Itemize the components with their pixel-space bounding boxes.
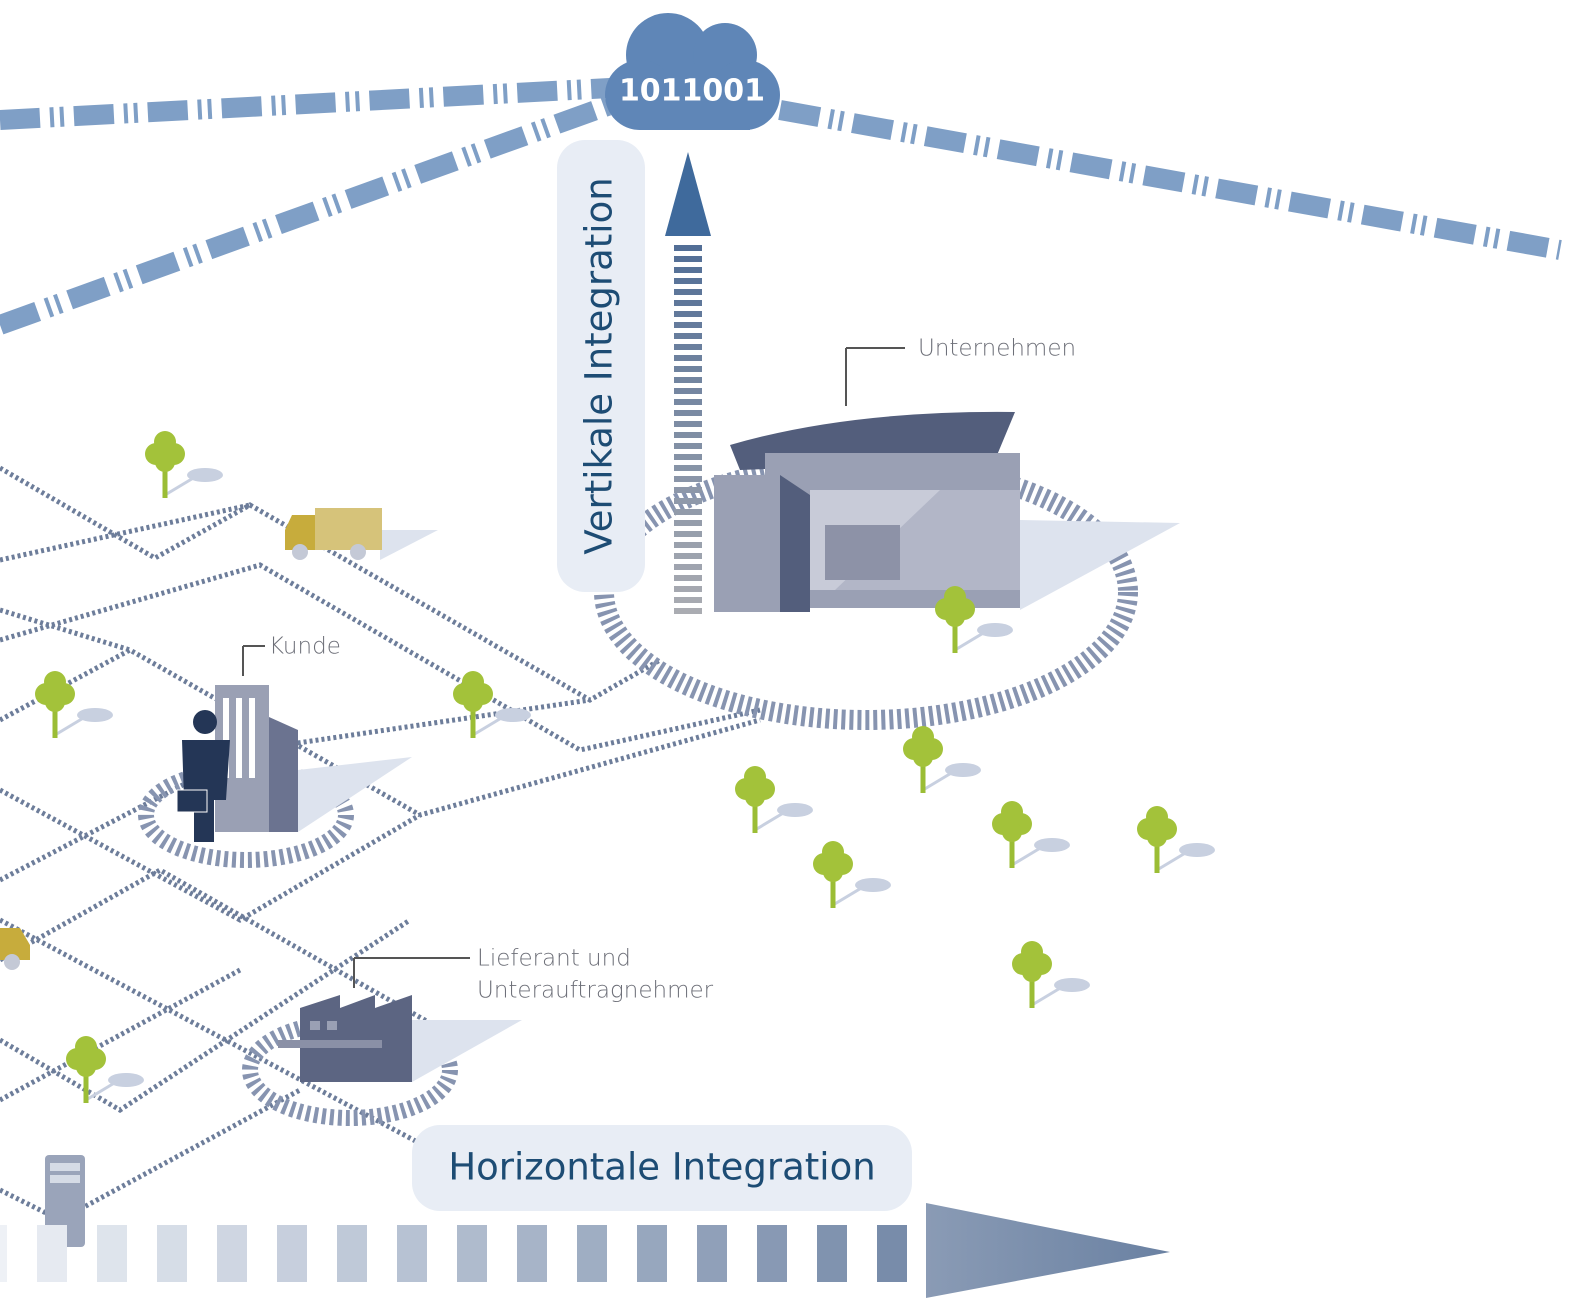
vertical-dash	[674, 344, 702, 350]
tree-shadow	[923, 772, 953, 790]
bar-segment	[157, 1225, 187, 1282]
vertical-dash	[674, 586, 702, 592]
bar-segment	[637, 1225, 667, 1282]
bar-segment	[337, 1225, 367, 1282]
tree-shadow	[1032, 987, 1062, 1005]
vertical-dash	[674, 289, 702, 295]
bar-segment	[397, 1225, 427, 1282]
tree-shadow	[833, 887, 863, 905]
vertical-dash	[674, 366, 702, 372]
tree-crown	[463, 692, 483, 712]
tree-crown	[913, 747, 933, 767]
vertical-dash	[674, 553, 702, 559]
vertical-dash	[674, 520, 702, 526]
vertical-dash	[674, 509, 702, 515]
data-links	[0, 88, 1560, 325]
vertical-dash	[674, 278, 702, 284]
vertical-dash	[674, 465, 702, 471]
vertical-dash	[674, 377, 702, 383]
bar-segment	[577, 1225, 607, 1282]
vertical-dash	[674, 421, 702, 427]
tree-shadow	[165, 477, 195, 495]
supplier-label: Unterauftragnehmer	[477, 978, 714, 1004]
bar-segment	[757, 1225, 787, 1282]
integration-diagram: 1011001 Unternehmen Vertikale Integratio…	[0, 0, 1588, 1315]
cloud-label: 1011001	[619, 74, 765, 109]
bar-segment	[877, 1225, 907, 1282]
supplier-label: Lieferant und	[477, 946, 631, 972]
tree-shadow	[1012, 847, 1042, 865]
vertical-dash	[674, 300, 702, 306]
vertical-dash	[674, 311, 702, 317]
vertical-dash	[674, 388, 702, 394]
tree-shadow	[473, 717, 503, 735]
vertical-dash	[674, 542, 702, 548]
bar-segment	[817, 1225, 847, 1282]
vertical-dash	[674, 432, 702, 438]
tree-crown	[823, 862, 843, 882]
bar-segment	[217, 1225, 247, 1282]
vertical-dash	[674, 498, 702, 504]
vertical-dash	[674, 267, 702, 273]
vertical-dash	[674, 256, 702, 262]
horizontal-label: Horizontale Integration	[448, 1146, 875, 1189]
supplier	[250, 995, 522, 1118]
vertical-dash	[674, 575, 702, 581]
customer	[146, 685, 412, 860]
vertical-dash	[674, 608, 702, 614]
vertical-dash	[674, 597, 702, 603]
network-grid	[0, 468, 760, 1220]
tree-crown	[1002, 822, 1022, 842]
vertical-dash	[674, 322, 702, 328]
bar-segment	[517, 1225, 547, 1282]
tree-crown	[155, 452, 175, 472]
vertical-dash	[674, 454, 702, 460]
tree-shadow	[1157, 852, 1187, 870]
horizontal-arrow	[926, 1203, 1170, 1298]
tree-crown	[76, 1057, 96, 1077]
vertical-dashes	[674, 245, 702, 614]
horizontal-bar	[0, 1225, 907, 1282]
vertical-dash	[674, 333, 702, 339]
bar-segment	[457, 1225, 487, 1282]
vertical-dash	[674, 487, 702, 493]
tree-crown	[1147, 827, 1167, 847]
vertical-dash	[674, 531, 702, 537]
tree-crown	[945, 607, 965, 627]
tree-crown	[1022, 962, 1042, 982]
company-label: Unternehmen	[918, 336, 1076, 362]
vertical-dash	[674, 443, 702, 449]
tree-shadow	[755, 812, 785, 830]
bar-segment	[37, 1225, 67, 1282]
tree-crown	[45, 692, 65, 712]
cloud: 1011001	[605, 13, 780, 130]
vertical-dash	[674, 476, 702, 482]
bar-segment	[697, 1225, 727, 1282]
company-building	[714, 412, 1020, 612]
shadow	[1020, 520, 1180, 610]
bar-segment	[0, 1225, 7, 1282]
tree-shadow	[55, 717, 85, 735]
vertical-label: Vertikale Integration	[578, 177, 621, 554]
vertical-arrow	[665, 152, 711, 236]
vertical-dash	[674, 399, 702, 405]
bar-segment	[277, 1225, 307, 1282]
customer-label: Kunde	[269, 634, 341, 660]
vertical-dash	[674, 355, 702, 361]
bar-segment	[97, 1225, 127, 1282]
vertical-dash	[674, 410, 702, 416]
vertical-dash	[674, 245, 702, 251]
tree-shadow	[955, 632, 985, 650]
vertical-dash	[674, 564, 702, 570]
tree-crown	[745, 787, 765, 807]
